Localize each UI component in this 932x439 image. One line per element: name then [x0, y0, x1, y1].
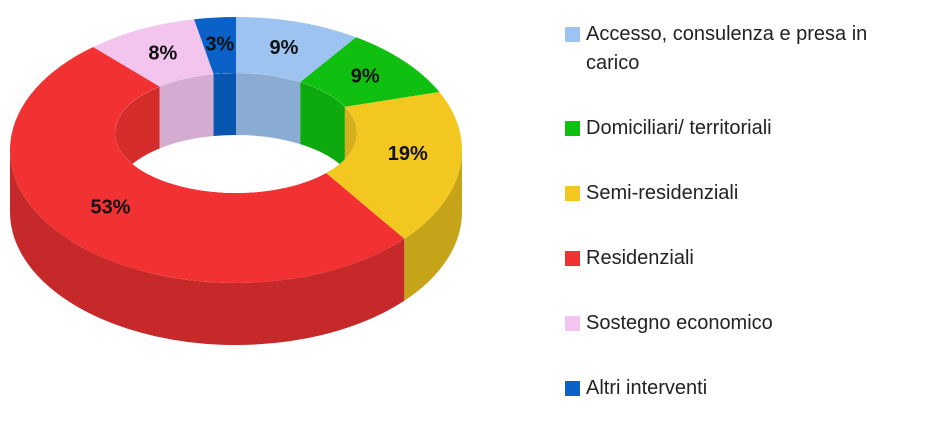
legend-swatch [565, 316, 580, 331]
slice-top [326, 92, 462, 239]
data-label: 9% [351, 65, 380, 87]
page: 9% 9% 19% 53% 8% 3% Accesso, consulenza e pre… [9, 17, 868, 399]
slice-side [404, 150, 462, 301]
slice-top [194, 17, 236, 75]
slice-top [93, 19, 214, 87]
slice-inner [236, 73, 301, 145]
legend-label: Residenziali [586, 247, 694, 269]
legend-swatch [565, 186, 580, 201]
legend-label: Altri interventi [586, 377, 708, 399]
data-label: 9% [269, 37, 298, 59]
data-label: 19% [388, 143, 428, 165]
legend-swatch [565, 251, 580, 266]
legend-item: Sostegno economico [565, 309, 925, 338]
legend-label: Semi-residenziali [586, 182, 739, 204]
legend-swatch [565, 121, 580, 136]
legend-label: Accesso, consulenza e presa in carico [586, 23, 868, 74]
legend-item: Semi-residenziali [565, 179, 925, 208]
slice-side [9, 150, 405, 345]
data-label: 53% [90, 196, 130, 218]
slice-top [236, 17, 357, 83]
chart: 9% 9% 19% 53% 8% 3% [9, 17, 462, 345]
legend-label: Domiciliari/ territoriali [586, 117, 772, 139]
slice-top [9, 46, 405, 284]
slice-inner [159, 74, 214, 149]
legend-swatch [565, 27, 580, 42]
legend-item: Accesso, consulenza e presa in carico [565, 20, 925, 78]
slice-top [300, 37, 440, 107]
legend-item: Residenziali [565, 244, 925, 273]
legend-item: Altri interventi [565, 374, 925, 403]
legend-swatch [565, 381, 580, 396]
legend-label: Sostegno economico [586, 312, 773, 334]
legend: Accesso, consulenza e presa in carico Dom… [565, 20, 925, 439]
data-label: 3% [205, 34, 234, 56]
slice-inner [300, 82, 345, 169]
slice-inner [213, 73, 236, 137]
legend-item: Domiciliari/ territoriali [565, 114, 925, 143]
data-label: 8% [148, 42, 177, 64]
